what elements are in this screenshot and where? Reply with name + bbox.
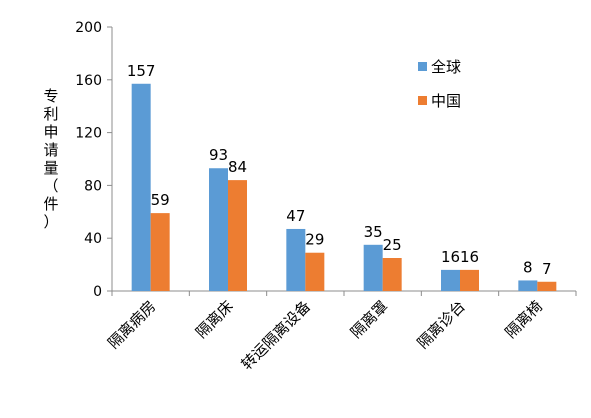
x-category-label: 隔离床 [192,297,237,342]
y-axis-title-char: 请 [43,141,58,159]
legend-label: 全球 [431,58,461,76]
legend-swatch [418,62,427,71]
data-label: 47 [286,207,305,225]
y-tick-label: 40 [84,231,102,247]
bar [131,83,151,291]
y-tick-label: 120 [75,126,102,142]
data-label: 84 [228,158,247,176]
data-label: 35 [364,223,383,241]
data-label: 29 [305,231,324,249]
data-label: 25 [383,236,402,254]
bar [363,244,383,291]
x-category-label: 转运隔离设备 [238,297,314,373]
y-tick-label: 80 [84,178,102,194]
y-axis-title-char: 量 [43,159,58,177]
bar [305,252,325,291]
data-label: 8 [523,258,533,276]
data-label: 7 [542,260,552,278]
data-label: 59 [151,191,170,209]
x-category-label: 隔离诊台 [414,297,469,352]
y-axis-title-char: ） [43,213,58,231]
x-category-label: 隔离罩 [347,297,392,342]
data-label: 16 [441,248,460,266]
x-category-label: 隔离椅 [502,297,547,342]
y-tick-label: 200 [75,20,102,36]
y-axis-title-char: 件 [43,195,58,213]
y-axis-title-char: 申 [43,123,58,141]
bar [460,269,479,291]
bar [228,180,247,291]
bar [537,281,557,291]
bar [518,280,538,291]
legend-label: 中国 [431,92,461,110]
y-axis-title-char: （ [43,177,58,195]
bar [382,258,402,291]
legend-swatch [418,96,427,105]
y-axis-title-char: 利 [43,105,58,123]
y-axis-title-char: 专 [43,87,58,105]
bar [150,213,170,291]
data-label: 16 [460,248,479,266]
bars [131,83,557,291]
y-tick-label: 160 [75,73,102,89]
data-label: 93 [209,146,228,164]
data-label: 157 [127,62,156,80]
y-tick-label: 0 [93,284,102,300]
bar [209,168,228,291]
bar [441,269,460,291]
x-category-label: 隔离病房 [104,297,159,352]
bar [286,228,306,291]
